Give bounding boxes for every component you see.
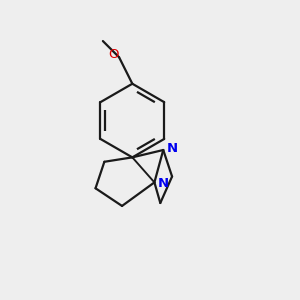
Text: O: O <box>109 48 119 61</box>
Text: N: N <box>158 177 169 190</box>
Text: N: N <box>167 142 178 155</box>
